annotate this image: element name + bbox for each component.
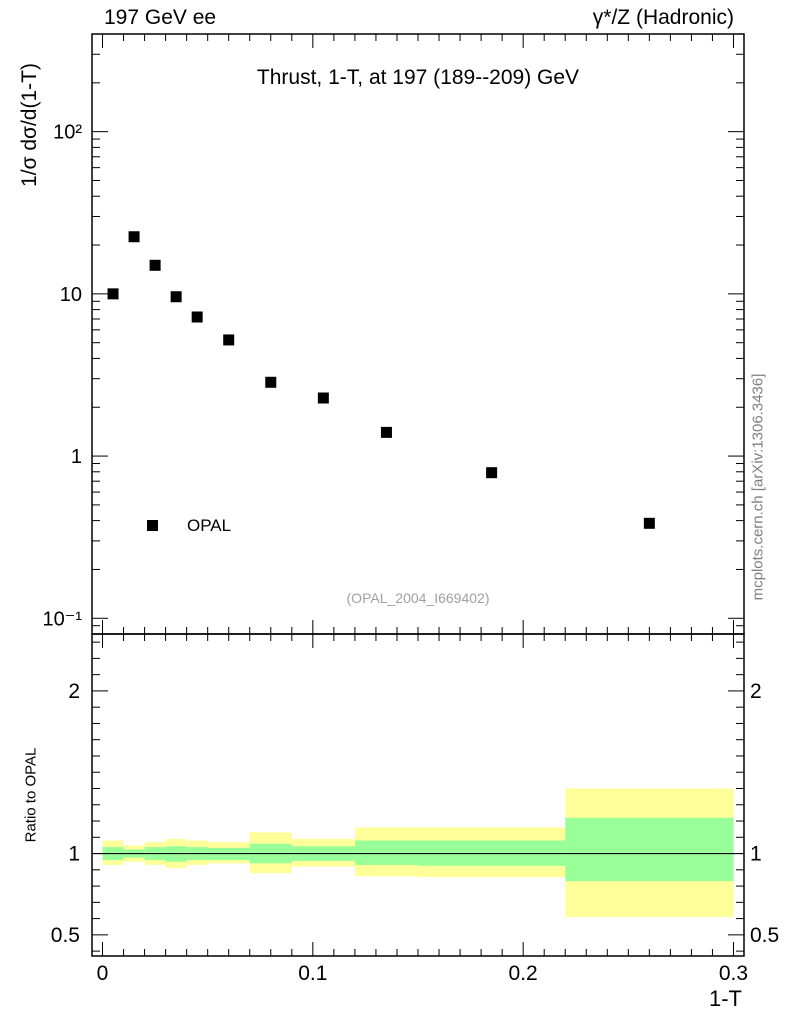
data-point-6 [265,376,277,388]
plot-title: Thrust, 1-T, at 197 (189--209) GeV [256,66,580,89]
y-tick-label: 10² [53,122,82,144]
data-point-3 [170,291,182,303]
ratio-y-tick-label-right: 0.5 [750,924,779,947]
ratio-y-tick-label-left: 1 [68,843,80,866]
x-tick-label: 0.3 [719,962,748,985]
x-tick-label: 0.2 [509,962,538,985]
ratio-y-tick-label-right: 1 [750,843,762,866]
analysis-id-label: (OPAL_2004_I669402) [346,590,490,606]
y-tick-label: 10 [60,284,82,306]
y-tick-label: 10⁻¹ [43,608,83,630]
ratio-y-tick-label-left: 2 [68,680,80,703]
data-point-5 [223,334,235,346]
upper-frame [91,33,745,635]
data-point-8 [380,426,392,438]
data-point-0 [107,288,119,300]
header-left-label: 197 GeV ee [104,6,217,29]
data-point-10 [643,517,655,529]
x-tick-label: 0.1 [298,962,327,985]
x-tick-label: 0 [97,962,109,985]
data-point-2 [149,259,161,271]
data-point-7 [317,392,329,404]
legend-marker-opal [147,520,158,531]
stat-band-bin-10 [565,817,734,882]
header-right-label: γ*/Z (Hadronic) [592,6,734,29]
ratio-y-tick-label-left: 0.5 [51,924,80,947]
x-axis-label: 1-T [709,986,742,1011]
ratio-panel [92,788,744,917]
data-point-1 [128,231,140,243]
plot-frames: 0 0.1 0.2 0.3 10⁻¹ 1 10 10² 0.5 0.5 1 1 2 2 [43,33,779,985]
data-point-4 [191,311,203,323]
stat-band-bin-8 [354,840,418,865]
legend-label-opal: OPAL [187,516,232,535]
ratio-y-tick-label-right: 2 [750,680,762,703]
data-point-9 [486,467,498,479]
y-tick-label: 1 [71,446,82,468]
main-panel [107,231,655,529]
